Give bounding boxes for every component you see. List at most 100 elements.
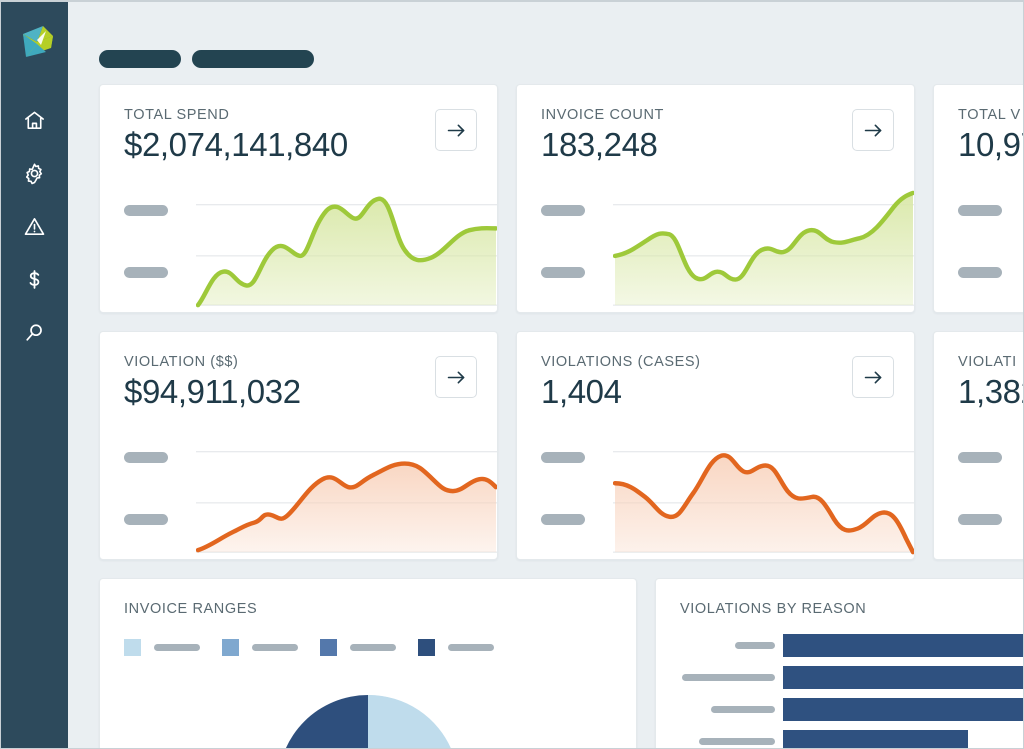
card-value: 10,97: [958, 126, 1023, 163]
panel-invoice-ranges: INVOICE RANGES: [99, 578, 637, 748]
sidebar: [1, 2, 68, 748]
legend-swatch: [124, 639, 141, 656]
legend-item[interactable]: [418, 639, 494, 656]
sparkline-axis-labels: [124, 436, 196, 559]
sidebar-item-spend[interactable]: [15, 259, 55, 299]
axis-label-pill-bottom: [958, 514, 1002, 525]
bar-row[interactable]: [680, 632, 1023, 658]
legend-label-placeholder: [252, 644, 298, 651]
bar-label-placeholder: [711, 705, 775, 713]
bar-label-slot: [680, 673, 783, 681]
panel-title: INVOICE RANGES: [124, 601, 258, 617]
axis-label-pill-top: [958, 205, 1002, 216]
sidebar-item-home[interactable]: [15, 100, 55, 140]
sparkline-axis-labels: [958, 189, 1023, 312]
arrow-right-icon: [864, 371, 881, 383]
bar-label-slot: [680, 705, 783, 713]
bar: [783, 633, 1023, 657]
kpi-card-invoice-count[interactable]: INVOICE COUNT 183,248: [516, 84, 915, 313]
sparkline-axis-labels: [541, 189, 613, 312]
card-label: VIOLATIONS (CASES): [541, 354, 701, 370]
card-header: VIOLATIONS (CASES) 1,404: [541, 354, 894, 411]
invoice-ranges-legend: [124, 639, 636, 656]
main-content: TOTAL SPEND $2,074,141,840: [68, 2, 1023, 748]
search-icon: [26, 323, 42, 341]
card-header: TOTAL V 10,97: [958, 107, 1023, 164]
arrow-right-icon: [447, 371, 464, 383]
kpi-card-violations-cases[interactable]: VIOLATIONS (CASES) 1,404: [516, 331, 915, 560]
card-value: 1,404: [541, 373, 622, 410]
card-sparkline-area: [958, 189, 1023, 312]
card-label: TOTAL V: [958, 107, 1021, 123]
kpi-row-1: TOTAL SPEND $2,074,141,840: [99, 84, 1023, 313]
logo-mark: [22, 26, 53, 57]
sparkline-axis-labels: [541, 436, 613, 559]
card-header: TOTAL SPEND $2,074,141,840: [124, 107, 477, 164]
sparkline-axis-labels: [124, 189, 196, 312]
card-sparkline-area: [958, 436, 1023, 559]
company-logo[interactable]: [13, 18, 57, 66]
card-detail-arrow-button[interactable]: [435, 356, 477, 398]
card-header: INVOICE COUNT 183,248: [541, 107, 894, 164]
kpi-row-2: VIOLATION ($$) $94,911,032: [99, 331, 1023, 560]
card-detail-arrow-button[interactable]: [852, 109, 894, 151]
axis-label-pill-bottom: [958, 267, 1002, 278]
topbar: [99, 2, 1023, 84]
legend-item[interactable]: [222, 639, 298, 656]
card-label: VIOLATION ($$): [124, 354, 239, 370]
violations-bar-chart: [680, 632, 1023, 748]
bar-label-placeholder: [699, 737, 775, 745]
legend-swatch: [222, 639, 239, 656]
kpi-card-violations-other[interactable]: VIOLATI 1,382: [933, 331, 1023, 560]
panel-violations-by-reason: VIOLATIONS BY REASON: [655, 578, 1023, 748]
card-value: 183,248: [541, 126, 658, 163]
bar-row[interactable]: [680, 664, 1023, 690]
sidebar-item-search[interactable]: [15, 312, 55, 352]
card-sparkline-area: [541, 436, 914, 559]
home-icon: [25, 111, 44, 129]
kpi-card-violation-dollars[interactable]: VIOLATION ($$) $94,911,032: [99, 331, 498, 560]
sparkline-chart-violation-dollars: [196, 436, 497, 559]
legend-item[interactable]: [320, 639, 396, 656]
axis-label-pill-bottom: [541, 514, 585, 525]
card-detail-arrow-button[interactable]: [852, 356, 894, 398]
legend-swatch: [320, 639, 337, 656]
bar: [783, 697, 1023, 721]
axis-label-pill-top: [541, 205, 585, 216]
sparkline-chart-violations-cases: [613, 436, 914, 559]
legend-item[interactable]: [124, 639, 200, 656]
topbar-pill-breadcrumb[interactable]: [192, 50, 314, 68]
sparkline-axis-labels: [958, 436, 1023, 559]
topbar-pill-title[interactable]: [99, 50, 181, 68]
dollar-icon: [29, 269, 40, 289]
card-value: $94,911,032: [124, 373, 301, 410]
kpi-card-total-value[interactable]: TOTAL V 10,97: [933, 84, 1023, 313]
axis-label-pill-bottom: [541, 267, 585, 278]
bar: [783, 665, 1023, 689]
bar-row[interactable]: [680, 728, 1023, 748]
pie-svg: [286, 694, 451, 748]
card-sparkline-area: [124, 436, 497, 559]
sidebar-item-settings[interactable]: [15, 153, 55, 193]
gear-icon: [25, 162, 43, 184]
axis-label-pill-top: [958, 452, 1002, 463]
bar-label-placeholder: [735, 641, 775, 649]
card-value: $2,074,141,840: [124, 126, 348, 163]
legend-label-placeholder: [154, 644, 200, 651]
bar-label-slot: [680, 737, 783, 745]
bottom-row: INVOICE RANGES: [99, 578, 1023, 748]
legend-label-placeholder: [448, 644, 494, 651]
legend-label-placeholder: [350, 644, 396, 651]
panel-title: VIOLATIONS BY REASON: [680, 601, 867, 617]
bar: [783, 729, 968, 748]
sparkline-chart-invoice-count: [613, 189, 914, 312]
kpi-card-total-spend[interactable]: TOTAL SPEND $2,074,141,840: [99, 84, 498, 313]
card-detail-arrow-button[interactable]: [435, 109, 477, 151]
sidebar-item-alerts[interactable]: [15, 206, 55, 246]
card-label: TOTAL SPEND: [124, 107, 230, 123]
card-label: VIOLATI: [958, 354, 1017, 370]
card-value: 1,382: [958, 373, 1023, 410]
warning-icon: [24, 217, 45, 235]
bar-row[interactable]: [680, 696, 1023, 722]
